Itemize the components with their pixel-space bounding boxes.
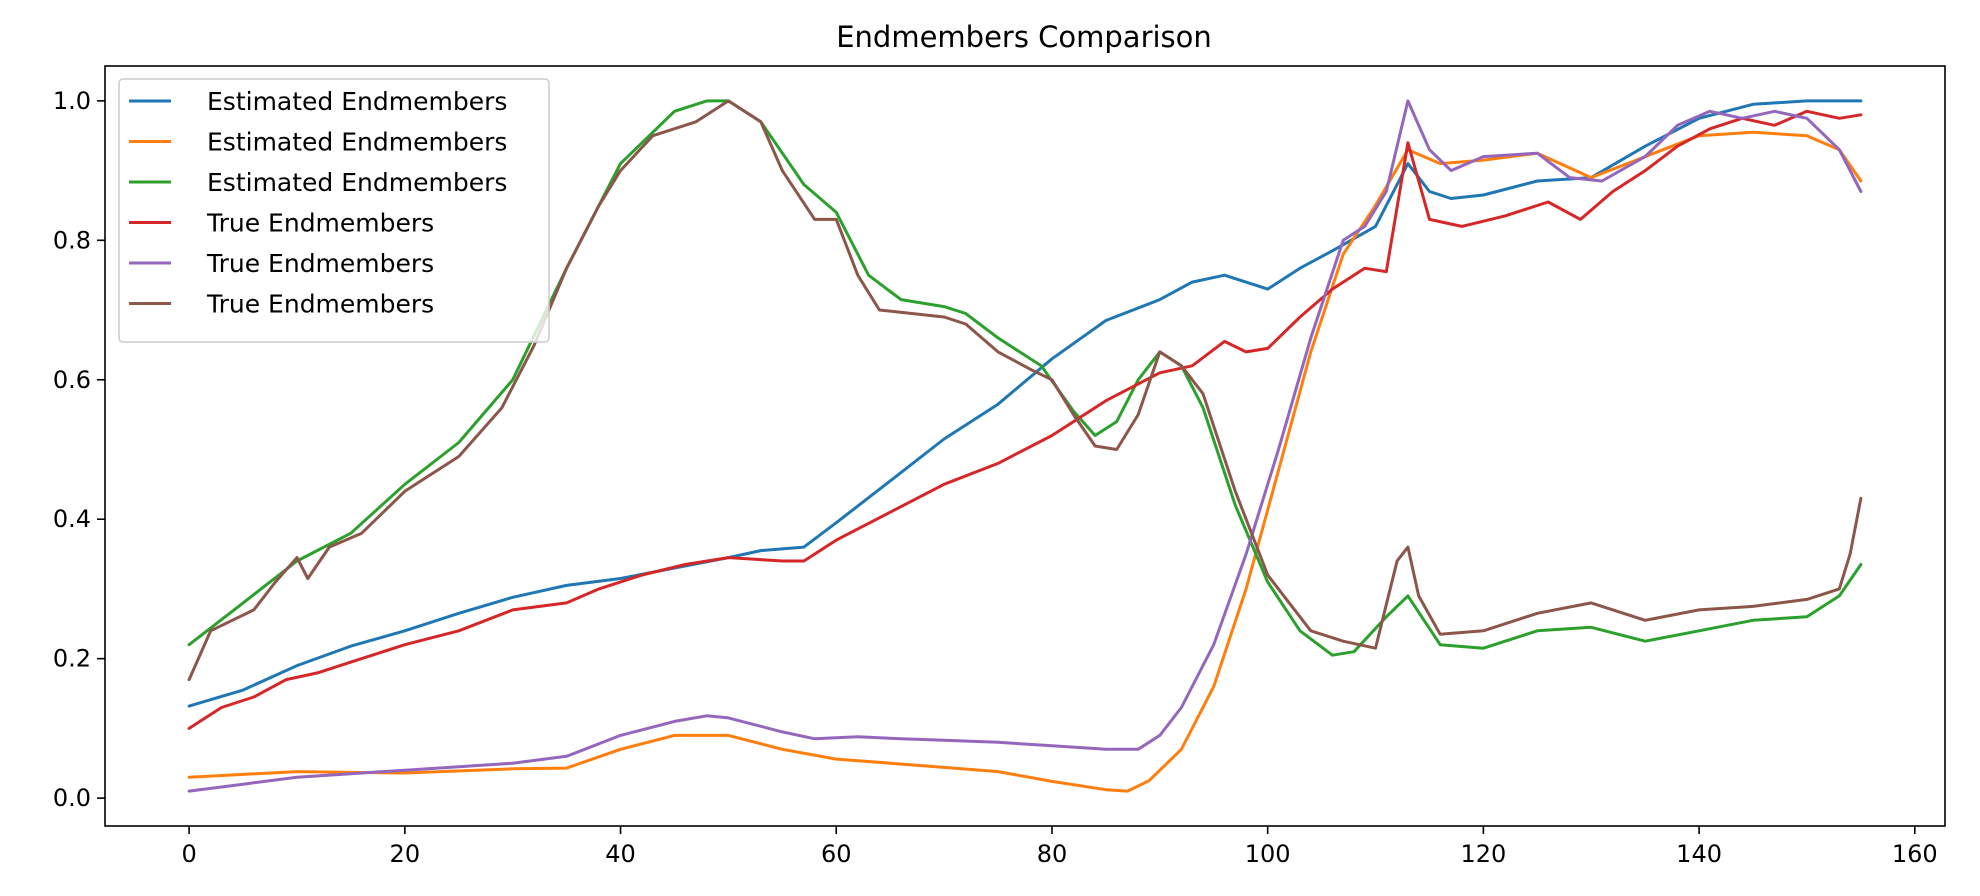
- chart-title: Endmembers Comparison: [836, 20, 1212, 54]
- y-tick-label: 0.2: [53, 645, 91, 673]
- legend-label: Estimated Endmembers: [207, 87, 507, 116]
- series-line-3: [187, 109, 1863, 730]
- legend-label: True Endmembers: [206, 290, 434, 319]
- y-tick-label: 0.0: [53, 784, 91, 812]
- axes: 0 20 40 60 80 100 120 140 160 0.0 0.2 0.4 0.6 0.8 1.0: [53, 87, 1938, 868]
- y-tick-label: 1.0: [53, 87, 91, 115]
- x-tick-label: 140: [1676, 840, 1722, 868]
- x-tick-label: 120: [1460, 840, 1506, 868]
- series-line-1: [187, 130, 1863, 793]
- x-tick-label: 80: [1037, 840, 1068, 868]
- series-line-4: [187, 99, 1863, 793]
- y-tick-label: 0.8: [53, 226, 91, 254]
- series-layer: [187, 99, 1863, 793]
- legend: Estimated Endmembers Estimated Endmembers…: [118, 78, 550, 343]
- legend-box: [118, 78, 550, 343]
- x-tick-label: 100: [1245, 840, 1291, 868]
- x-tick-label: 60: [821, 840, 852, 868]
- y-tick-label: 0.4: [53, 505, 91, 533]
- x-tick-label: 20: [390, 840, 421, 868]
- legend-label: Estimated Endmembers: [207, 128, 507, 157]
- plot-area: [104, 65, 1946, 827]
- legend-label: True Endmembers: [206, 209, 434, 238]
- legend-label: Estimated Endmembers: [207, 168, 507, 197]
- series-line-5: [187, 99, 1863, 682]
- x-tick-label: 40: [605, 840, 636, 868]
- x-tick-label: 0: [181, 840, 196, 868]
- x-tick-label: 160: [1892, 840, 1938, 868]
- legend-label: True Endmembers: [206, 249, 434, 278]
- series-line-0: [187, 99, 1863, 708]
- y-tick-label: 0.6: [53, 366, 91, 394]
